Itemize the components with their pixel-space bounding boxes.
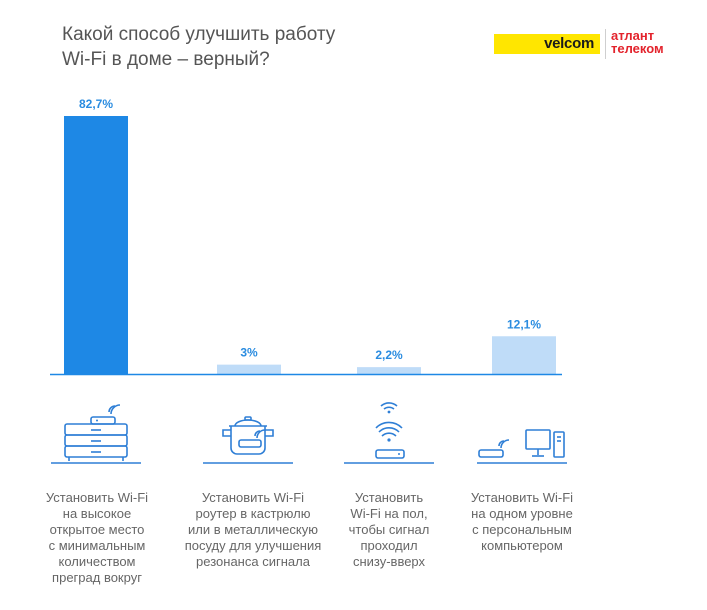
atlant-logo-line-1: атлант bbox=[611, 28, 655, 43]
category-label-3: Установить Wi-Fi на пол, чтобы сигнал пр… bbox=[314, 490, 464, 570]
category-label-4: Установить Wi-Fi на одном уровне с персо… bbox=[447, 490, 597, 554]
router-in-pot-icon bbox=[203, 400, 293, 464]
category-label-1-line-3: открытое место bbox=[49, 522, 145, 537]
chart-title-line-1: Какой способ улучшить работу bbox=[62, 24, 336, 45]
category-label-1-line-4: с минимальным bbox=[48, 538, 146, 553]
category-label-1-line-6: преград вокруг bbox=[52, 570, 142, 585]
router-on-cabinet-icon bbox=[51, 400, 141, 464]
velcom-logo: velcom bbox=[494, 34, 600, 54]
bar-value-label-1: 82,7% bbox=[79, 97, 113, 111]
category-label-4-line-1: Установить Wi-Fi bbox=[470, 490, 574, 505]
router-beside-computer-icon bbox=[477, 400, 567, 464]
atlant-telecom-logo: атлант телеком bbox=[611, 29, 664, 55]
category-label-2-line-3: или в металлическую bbox=[187, 522, 319, 537]
category-label-2-line-1: Установить Wi-Fi bbox=[201, 490, 305, 505]
category-label-4-line-4: компьютером bbox=[481, 538, 563, 553]
atlant-logo-line-2: телеком bbox=[611, 41, 664, 56]
category-label-2-line-2: роутер в кастрюлю bbox=[195, 506, 311, 521]
category-label-3-line-1: Установить bbox=[354, 490, 424, 505]
category-label-3-line-4: проходил bbox=[360, 538, 418, 553]
bar-value-label-4: 12,1% bbox=[507, 317, 541, 331]
bar-4 bbox=[492, 336, 556, 374]
bar-chart: 82,7% 3% 2,2% 12,1% bbox=[50, 97, 562, 376]
chart-title-line-2: Wi-Fi в доме – верный? bbox=[62, 49, 270, 70]
category-label-2-line-4: посуду для улучшения bbox=[184, 538, 322, 553]
brand-logos: velcom атлант телеком bbox=[494, 28, 684, 60]
logo-divider bbox=[605, 29, 606, 59]
category-label-2-line-5: резонанса сигнала bbox=[196, 554, 310, 569]
category-label-1: Установить Wi-Fi на высокое открытое мес… bbox=[22, 490, 172, 586]
category-label-4-line-3: с персональным bbox=[472, 522, 572, 537]
category-label-1-line-5: количеством bbox=[58, 554, 136, 569]
category-label-3-line-2: Wi-Fi на пол, bbox=[350, 506, 428, 521]
bar-value-label-2: 3% bbox=[240, 346, 258, 360]
category-label-2: Установить Wi-Fi роутер в кастрюлю или в… bbox=[173, 490, 333, 570]
bar-1 bbox=[64, 116, 128, 374]
category-label-3-line-3: чтобы сигнал bbox=[348, 522, 430, 537]
chart-title: Какой способ улучшить работу Wi-Fi в дом… bbox=[62, 22, 442, 72]
category-label-1-line-2: на высокое bbox=[62, 506, 132, 521]
bar-3 bbox=[357, 367, 421, 374]
category-label-4-line-2: на одном уровне bbox=[471, 506, 573, 521]
category-label-3-line-5: снизу-вверх bbox=[352, 554, 426, 569]
category-label-1-line-1: Установить Wi-Fi bbox=[45, 490, 149, 505]
bar-value-label-3: 2,2% bbox=[375, 348, 403, 362]
router-on-floor-icon bbox=[344, 400, 434, 464]
bar-2 bbox=[217, 364, 281, 374]
